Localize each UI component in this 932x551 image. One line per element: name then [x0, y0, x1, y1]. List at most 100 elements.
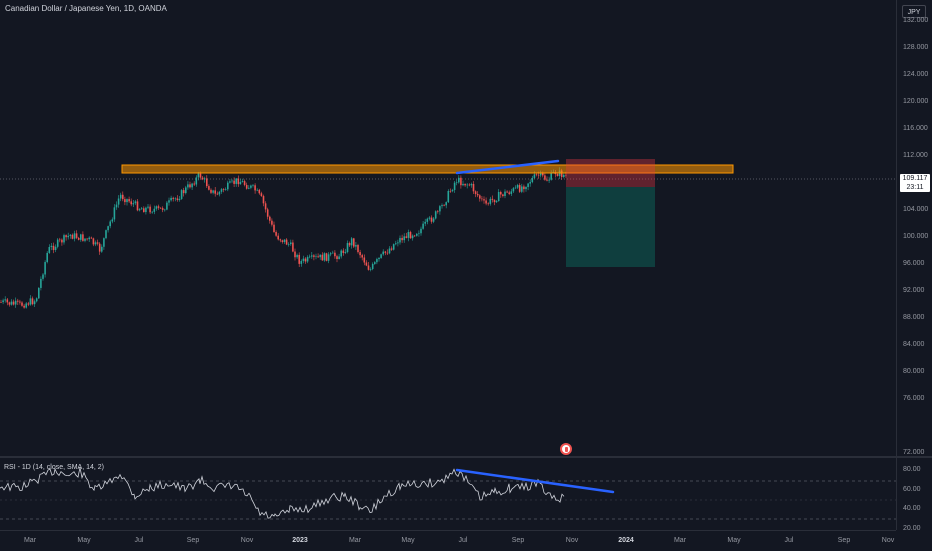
candle-body: [434, 211, 437, 219]
candle-body: [493, 199, 496, 203]
candle-body: [111, 219, 114, 222]
price-tick-label: 72.000: [903, 449, 925, 456]
candle-body: [321, 254, 324, 261]
candle-body: [531, 177, 534, 183]
candle-body: [80, 234, 82, 240]
candle-body: [52, 245, 55, 250]
price-axis[interactable]: [896, 0, 932, 456]
candle-body: [453, 182, 456, 190]
candle-body: [231, 180, 233, 182]
time-tick-label: 2024: [618, 537, 634, 544]
candle-body: [250, 185, 252, 188]
candle-body: [500, 191, 502, 195]
candle-body: [77, 237, 80, 240]
candle-body: [485, 200, 487, 204]
candle-body: [266, 209, 269, 217]
candle-body: [300, 261, 303, 264]
candle-body: [42, 274, 44, 279]
candle-body: [329, 253, 332, 255]
candle-body: [239, 181, 242, 185]
resistance-zone[interactable]: [121, 164, 734, 174]
candle-body: [237, 178, 240, 185]
candle-body: [346, 243, 349, 252]
candle-body: [199, 173, 202, 178]
candle-body: [523, 186, 525, 190]
rsi-trendline[interactable]: [455, 468, 615, 494]
candle-body: [90, 237, 93, 239]
candle-body: [96, 242, 99, 244]
candle-body: [40, 278, 42, 288]
candle-body: [363, 257, 366, 263]
rsi-axis[interactable]: [896, 458, 932, 530]
candle-body: [479, 195, 481, 199]
take-profit-zone[interactable]: [566, 187, 655, 267]
candle-body: [497, 191, 500, 202]
candle-body: [390, 248, 393, 250]
price-tick-label: 76.000: [903, 395, 925, 402]
candle-body: [542, 172, 544, 176]
candle-body: [6, 299, 9, 303]
price-tick-label: 128.000: [903, 44, 929, 51]
candle-body: [556, 174, 559, 176]
candle-body: [283, 239, 286, 242]
candle-body: [136, 201, 139, 211]
candle-body: [290, 242, 292, 245]
candle-body: [361, 255, 363, 258]
candle-body: [476, 193, 479, 196]
candle-body: [296, 254, 298, 258]
candle-body: [145, 207, 147, 213]
time-tick-label: Sep: [511, 537, 525, 544]
candle-body: [71, 234, 74, 239]
currency-badge[interactable]: JPY: [902, 5, 926, 18]
candle-body: [140, 208, 143, 210]
candle-body: [464, 183, 466, 186]
rsi-tick-label: 20.00: [903, 525, 921, 532]
time-tick-label: Nov: [240, 537, 254, 544]
candle-body: [84, 238, 86, 241]
price-tick-label: 104.000: [903, 206, 929, 213]
price-tick-label: 88.000: [903, 314, 925, 321]
candle-body: [565, 174, 567, 176]
stop-loss-zone[interactable]: [566, 159, 655, 187]
candle-body: [422, 223, 424, 229]
candle-body: [115, 204, 118, 208]
price-trendline[interactable]: [455, 159, 560, 175]
candle-body: [113, 207, 116, 220]
candle-body: [269, 216, 271, 221]
candle-body: [273, 224, 275, 232]
candle-body: [254, 185, 256, 191]
candle-body: [544, 175, 546, 180]
candle-body: [124, 199, 126, 203]
candle-body: [17, 300, 19, 302]
time-tick-label: Jul: [784, 537, 794, 544]
candle-body: [61, 239, 63, 243]
candle-body: [428, 217, 431, 219]
candle-body: [472, 183, 475, 192]
candle-body: [491, 198, 494, 200]
candle-body: [529, 182, 531, 184]
candle-body: [380, 254, 382, 258]
candle-body: [367, 265, 370, 270]
main-price-pane[interactable]: [0, 0, 896, 456]
candle-body: [508, 192, 510, 194]
candle-body: [474, 191, 477, 194]
candle-body: [376, 259, 378, 263]
candle-body: [445, 202, 447, 206]
candle-body: [466, 184, 468, 186]
candle-body: [252, 185, 254, 186]
candle-body: [403, 236, 405, 241]
candle-body: [25, 303, 27, 308]
candle-body: [411, 235, 414, 239]
earnings-event-icon[interactable]: [560, 443, 572, 455]
candle-body: [392, 244, 395, 250]
candle-body: [187, 184, 189, 188]
candle-body: [317, 256, 319, 258]
candle-body: [245, 184, 248, 189]
time-tick-label: Mar: [23, 537, 37, 544]
rsi-pane[interactable]: [0, 458, 896, 530]
time-axis[interactable]: [0, 530, 896, 551]
rsi-legend[interactable]: RSI - 1D (14, close, SMA, 14, 2): [4, 464, 104, 471]
pane-separator[interactable]: [0, 456, 932, 458]
symbol-title[interactable]: Canadian Dollar / Japanese Yen, 1D, OAND…: [5, 4, 167, 13]
candle-body: [407, 232, 410, 238]
